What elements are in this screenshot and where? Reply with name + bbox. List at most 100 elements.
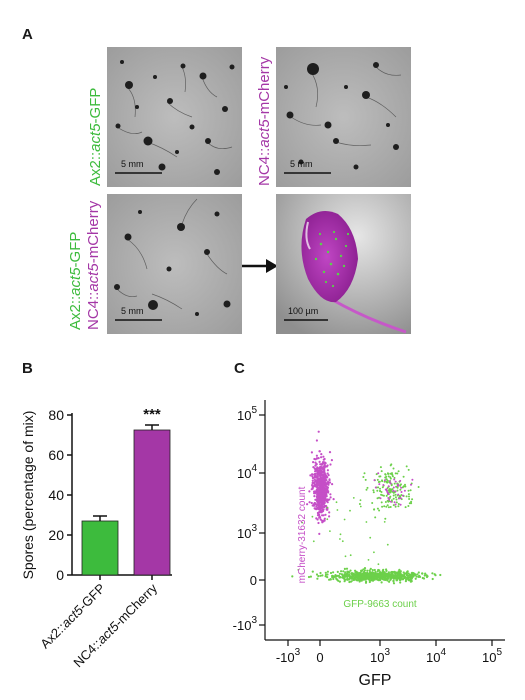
scatter-point	[318, 473, 321, 476]
scatter-point	[311, 481, 314, 485]
scatter-point	[389, 495, 392, 498]
micrograph-mix-image	[107, 194, 242, 334]
scatter-point	[307, 575, 311, 579]
scatter-point	[386, 491, 389, 494]
y-tick-label: 103	[237, 523, 257, 541]
scatter-point	[408, 498, 411, 500]
scatter-point	[378, 569, 381, 572]
scatter-point	[383, 577, 386, 580]
scatter-point	[310, 451, 313, 454]
scatter-point	[414, 577, 417, 580]
scatter-point	[377, 472, 380, 475]
scatter-point	[395, 498, 398, 501]
x-axis-title: GFP	[359, 672, 392, 689]
scatter-point	[370, 574, 373, 577]
micrograph-mix: 5 mm	[107, 194, 242, 334]
scatter-point	[335, 501, 338, 504]
scatter-point	[376, 497, 379, 500]
scatter-point	[358, 579, 361, 582]
scatter-point	[387, 489, 390, 492]
scatter-point	[346, 574, 349, 577]
scatter-point	[381, 479, 383, 482]
scatter-point	[323, 457, 326, 461]
scatter-point	[411, 478, 414, 481]
scatter-point	[395, 501, 398, 504]
scatter-point	[395, 571, 398, 574]
scatter-point	[310, 501, 313, 505]
scatter-point	[367, 559, 370, 561]
scatter-point	[315, 488, 319, 491]
scatter-point	[396, 472, 399, 475]
scatter-point	[312, 461, 315, 464]
scatter-point	[394, 480, 397, 483]
scatter-point	[358, 503, 361, 505]
scatter-point	[321, 473, 324, 476]
scatter-point	[382, 573, 385, 576]
y-axis-title: Spores (percentage of mix)	[20, 411, 36, 580]
scatter-point	[400, 491, 403, 493]
scatter-point	[372, 491, 375, 494]
bar-ax2-gfp	[81, 520, 119, 576]
scatter-point	[400, 494, 403, 496]
scatter-point	[359, 499, 362, 502]
scatter-point	[346, 577, 349, 580]
scatter-point	[319, 468, 322, 471]
scatter-point	[326, 486, 329, 489]
scatter-point	[325, 479, 328, 482]
panel-label-a: A	[22, 26, 33, 43]
scatter-point	[387, 485, 390, 488]
scatter-point	[331, 483, 334, 486]
y-tick-label: 40	[48, 487, 64, 503]
scatter-point	[377, 563, 380, 566]
scatter-point	[316, 577, 319, 580]
scatter-point	[398, 579, 402, 582]
scatter-point	[351, 575, 354, 578]
scatter-point	[399, 479, 402, 482]
scatter-point	[313, 483, 316, 486]
scatter-point	[383, 479, 386, 482]
scatter-point	[431, 577, 434, 581]
scatter-point	[343, 518, 346, 521]
scatter-point	[316, 518, 319, 521]
scatter-point	[385, 480, 388, 483]
scatter-point	[403, 489, 406, 492]
scatter-point	[326, 472, 329, 475]
scatter-point	[376, 507, 379, 510]
scatter-point	[385, 494, 388, 497]
scatter-point	[319, 477, 322, 480]
scatter-point	[378, 483, 381, 486]
scatter-point	[308, 501, 311, 504]
scatter-point	[422, 577, 426, 580]
scatter-point	[384, 501, 387, 503]
scatter-point	[321, 514, 324, 517]
scatter-point	[318, 500, 322, 503]
scatter-point	[336, 574, 339, 577]
scatter-point	[314, 458, 317, 461]
scatter-point	[433, 573, 436, 576]
scatter-point	[408, 495, 410, 498]
scatter-point	[376, 574, 379, 577]
scatter-point	[324, 571, 327, 574]
scatter-point	[398, 497, 400, 500]
scatter-point	[318, 532, 321, 535]
scatter-point	[378, 475, 381, 478]
scatter-point	[394, 505, 397, 508]
scatter-point	[378, 575, 381, 578]
scatter-point	[394, 577, 397, 580]
scatter-point	[314, 461, 317, 464]
y-tick-label: 104	[237, 463, 257, 481]
scatter-point	[357, 576, 360, 579]
scatter-point	[344, 574, 347, 577]
scatter-point	[397, 505, 400, 508]
scale-bar-label: 100 µm	[288, 306, 319, 316]
scatter-point	[395, 579, 399, 582]
scatter-point	[314, 491, 317, 494]
scatter-point	[387, 576, 390, 579]
scatter-point	[384, 476, 387, 479]
scatter-point	[411, 498, 414, 501]
scatter-point	[313, 507, 316, 510]
scatter-point	[360, 570, 363, 573]
scatter-point	[386, 543, 389, 546]
scatter-point	[402, 571, 405, 574]
scatter-point	[390, 499, 393, 502]
